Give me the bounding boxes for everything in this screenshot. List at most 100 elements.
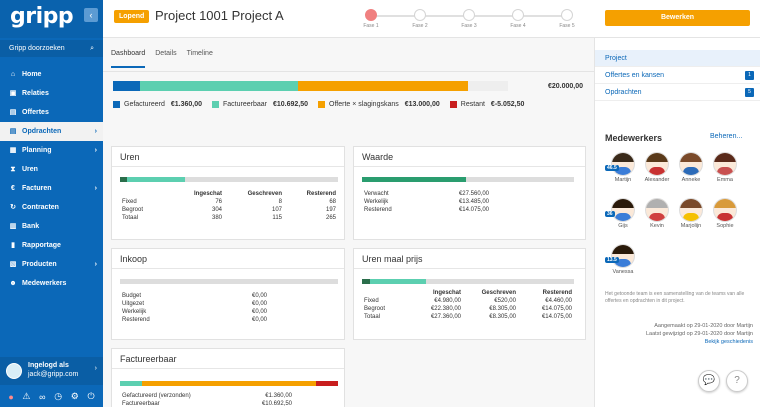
sidebar-item-medewerkers[interactable]: ☻ Medewerkers: [0, 274, 103, 293]
phase-dot: [414, 9, 426, 21]
sidebar-item-home[interactable]: ⌂ Home: [0, 65, 103, 84]
sidebar-item-offertes[interactable]: ▤ Offertes: [0, 103, 103, 122]
team-member[interactable]: Sophie: [709, 198, 741, 229]
team-member-name: Vanessa: [612, 269, 634, 275]
sidebar-item-contracten[interactable]: ↻ Contracten: [0, 198, 103, 217]
team-member[interactable]: Anneke: [675, 152, 707, 183]
link-icon[interactable]: ∞: [39, 391, 46, 402]
avatar-hair: [646, 153, 668, 162]
team-member[interactable]: Kevin: [641, 198, 673, 229]
table-cell: 265: [325, 215, 336, 221]
chat-icon[interactable]: 💬: [698, 370, 720, 392]
sidebar-item-opdrachten[interactable]: ▤ Opdrachten ›: [0, 122, 103, 141]
uren-card: Uren Ingeschat Geschreven Resterend Fixed 76…: [111, 146, 345, 240]
sidebar-nav: ⌂ Home ▣ Relaties ▤ Offertes ▤ Opdrachten › ▦…: [0, 65, 103, 293]
sidebar-item-label: Facturen: [22, 185, 52, 192]
sidebar-item-label: Relaties: [22, 90, 49, 97]
legend-label: Gefactureerd: [124, 101, 165, 108]
table-cell: €27.360,00: [430, 314, 461, 320]
table-cell: Resterend: [542, 290, 572, 296]
sidebar-item-rapportage[interactable]: ▮ Rapportage: [0, 236, 103, 255]
team-member[interactable]: Alexander: [641, 152, 673, 183]
calendar-icon: ▦: [9, 147, 17, 154]
manage-team-link[interactable]: Beheren...: [710, 133, 743, 140]
timer-icon[interactable]: ◷: [54, 391, 63, 401]
table-cell: €13.485,00: [458, 199, 489, 205]
uren-table: Ingeschat Geschreven Resterend Fixed 76 8 68 Be…: [122, 190, 336, 222]
factureerbaar-progress-bar: [120, 381, 338, 386]
tab-details[interactable]: Details: [155, 50, 177, 57]
help-icon[interactable]: ?: [726, 370, 748, 392]
card-title: Waarde: [354, 147, 585, 167]
edit-button[interactable]: Bewerken: [605, 10, 750, 26]
table-row: Totaal 380 115 265: [122, 214, 336, 222]
link-opdrachten[interactable]: Opdrachten 5: [595, 84, 760, 101]
overall-bar-segment: [139, 81, 298, 91]
gripp-logo[interactable]: gripp: [10, 4, 74, 29]
alert-icon[interactable]: ⚠: [22, 391, 31, 401]
sidebar-item-relaties[interactable]: ▣ Relaties: [0, 84, 103, 103]
phase-step[interactable]: Fase 2: [400, 9, 440, 29]
avatar: [645, 152, 669, 176]
table-cell: Totaal: [364, 314, 381, 320]
team-member[interactable]: Marjolijn: [675, 198, 707, 229]
team-member[interactable]: Emma: [709, 152, 741, 183]
sidebar-item-producten[interactable]: ▧ Producten ›: [0, 255, 103, 274]
sidebar-item-uren[interactable]: ⧗ Uren: [0, 160, 103, 179]
logout-icon[interactable]: ⏻: [87, 391, 95, 401]
avatar-hair: [714, 153, 736, 162]
phase-stepper: Fase 1 Fase 2 Fase 3 Fase 4 Fase 5: [358, 9, 583, 35]
overall-bar-segment: [297, 81, 468, 91]
phase-step[interactable]: Fase 5: [547, 9, 587, 29]
legend-item: Offerte × slagingskans €13.000,00: [318, 101, 440, 108]
table-cell: 304: [211, 207, 222, 213]
sidebar-item-planning[interactable]: ▦ Planning ›: [0, 141, 103, 160]
team-member[interactable]: 13.5 Vanessa: [605, 244, 639, 275]
status-badge: Lopend: [114, 10, 150, 23]
link-project[interactable]: Project: [595, 50, 760, 67]
table-row: Budget €0,00: [122, 292, 267, 300]
team-member[interactable]: 46.5 Martijn: [605, 152, 639, 183]
table-cell: 107: [271, 207, 282, 213]
legend-swatch: [212, 101, 220, 108]
avatar-hair: [680, 199, 702, 208]
user-logged-in-label: Ingelogd als: [28, 362, 69, 369]
table-cell: €27.560,00: [458, 191, 489, 197]
link-offertes-en-kansen[interactable]: Offertes en kansen 1: [595, 67, 760, 84]
card-title: Factureerbaar: [112, 349, 344, 369]
table-cell: €4.980,00: [434, 298, 461, 304]
table-cell: 8: [278, 199, 282, 205]
sidebar-item-facturen[interactable]: € Facturen ›: [0, 179, 103, 198]
right-panel: Project Offertes en kansen 1 Opdrachten 5 …: [594, 38, 760, 407]
gear-icon[interactable]: ⚙: [70, 391, 79, 401]
collapse-sidebar-button[interactable]: ‹: [84, 8, 98, 22]
sidebar-search[interactable]: Gripp doorzoeken ⌕: [0, 40, 103, 57]
user-menu[interactable]: Ingelogd als jack@gripp.com ›: [0, 357, 103, 385]
file-icon: ▤: [9, 109, 17, 116]
avatar: [611, 244, 635, 268]
euro-icon: €: [11, 185, 15, 192]
hourglass-icon: ⧗: [10, 166, 16, 173]
avatar-shirt: [615, 167, 631, 175]
home-icon: ⌂: [10, 71, 16, 78]
tab-timeline[interactable]: Timeline: [186, 50, 213, 57]
history-link[interactable]: Bekijk geschiedenis: [704, 339, 753, 345]
team-member[interactable]: 36 Gijs: [605, 198, 639, 229]
table-cell: Ingeschat: [432, 290, 461, 296]
table-row: Fixed 76 8 68: [122, 198, 336, 206]
uren-prijs-card: Uren maal prijs Ingeschat Geschreven Reste…: [353, 248, 586, 340]
table-cell: 197: [325, 207, 336, 213]
sidebar: gripp ‹ Gripp doorzoeken ⌕ ⌂ Home ▣ Relati…: [0, 0, 103, 407]
phase-step[interactable]: Fase 1: [351, 9, 391, 29]
sidebar-item-label: Home: [22, 71, 42, 78]
avatar-hair: [612, 199, 634, 208]
phase-step[interactable]: Fase 3: [449, 9, 489, 29]
inkoop-progress-bar: [120, 279, 338, 284]
tab-dashboard[interactable]: Dashboard: [111, 50, 146, 68]
notification-icon[interactable]: ●: [8, 391, 14, 402]
phase-step[interactable]: Fase 4: [498, 9, 538, 29]
table-cell: €0,00: [251, 309, 267, 315]
sidebar-item-bank[interactable]: ▥ Bank: [0, 217, 103, 236]
phase-label: Fase 3: [461, 23, 477, 29]
box-icon: ▧: [9, 261, 17, 268]
